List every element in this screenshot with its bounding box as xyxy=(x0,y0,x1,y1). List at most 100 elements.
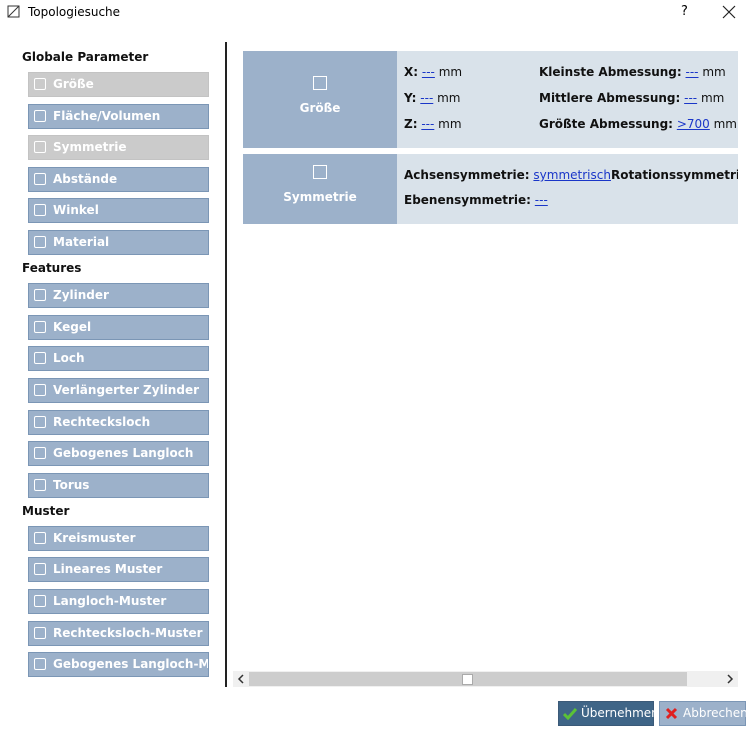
button-icon xyxy=(34,626,46,639)
field-value-link[interactable]: --- xyxy=(534,193,548,207)
sidebar-button[interactable]: Lineares Muster xyxy=(28,557,209,583)
button-icon xyxy=(34,447,46,460)
field: X: --- mm xyxy=(404,65,462,79)
field-label: Achsensymmetrie: xyxy=(404,168,530,182)
field-value-link[interactable]: --- xyxy=(421,65,435,79)
sidebar-button[interactable]: Langloch-Muster xyxy=(28,589,209,614)
sidebar-button[interactable]: Rechtecksloch-Muster xyxy=(28,620,209,646)
apply-label: Übernehmen xyxy=(581,706,659,720)
field-label: Rotationssymmetrie: xyxy=(611,168,738,182)
window-title: Topologiesuche xyxy=(28,5,121,19)
sidebar-button[interactable]: Torus xyxy=(28,472,209,498)
sidebar-button[interactable]: Verlängerter Zylinder xyxy=(28,377,209,403)
sidebar-button[interactable]: Kreismuster xyxy=(28,525,209,551)
button-label: Fläche/Volumen xyxy=(53,108,161,123)
scroll-left[interactable] xyxy=(236,674,246,684)
field-label: Kleinste Abmessung: xyxy=(539,65,682,79)
button-icon xyxy=(34,204,46,217)
sidebar-button[interactable]: Material xyxy=(28,230,209,255)
card-title: Symmetrie xyxy=(283,190,357,204)
sidebar-button[interactable]: Rechtecksloch xyxy=(28,409,209,435)
field-value-link[interactable]: symmetrisch xyxy=(533,168,611,182)
button-icon xyxy=(34,236,46,248)
field: Achsensymmetrie: symmetrisch xyxy=(404,168,611,182)
field: Größte Abmessung: >700 mm xyxy=(539,117,737,131)
button-icon xyxy=(34,141,46,154)
field-label: Größte Abmessung: xyxy=(539,117,673,131)
button-icon xyxy=(34,109,46,122)
button-icon xyxy=(34,563,46,576)
field: Mittlere Abmessung: --- mm xyxy=(539,91,724,105)
section-heading: Globale Parameter xyxy=(22,50,149,64)
sidebar-button: Größe xyxy=(28,72,209,97)
sidebar-button[interactable]: Loch xyxy=(28,346,209,372)
card-title: Größe xyxy=(299,100,341,115)
field-label: Y: xyxy=(404,91,417,105)
sidebar-button[interactable]: Abstände xyxy=(28,166,209,192)
apply-button[interactable]: Übernehmen xyxy=(558,701,659,726)
help-button[interactable]: ? xyxy=(681,4,688,19)
button-label: Kreismuster xyxy=(53,530,136,545)
button-icon xyxy=(34,78,46,90)
field-label: Ebenensymmetrie: xyxy=(404,193,531,207)
field-value-link[interactable]: --- xyxy=(420,91,434,105)
button-icon xyxy=(34,415,46,428)
button-label: Verlängerter Zylinder xyxy=(53,382,199,397)
h-scrollbar[interactable] xyxy=(233,671,738,687)
field-unit: mm xyxy=(702,65,726,79)
button-icon xyxy=(34,531,46,544)
search-card: Größe X: --- mm Y: --- mm Z: --- mm Kleinste… xyxy=(243,51,738,148)
app-icon xyxy=(7,5,20,18)
button-label: Kegel xyxy=(53,319,92,334)
field: Ebenensymmetrie: --- xyxy=(404,193,548,207)
button-icon xyxy=(34,478,46,491)
field-label: X: xyxy=(404,65,419,79)
field: Rotationssymmetrie: --- xyxy=(611,168,738,182)
sidebar-button[interactable]: Gebogenes Langloch-Muster xyxy=(28,652,209,678)
search-card: Symmetrie Achsensymmetrie: symmetrisch Ebe… xyxy=(243,154,738,224)
button-label: Rechtecksloch-Muster xyxy=(53,625,203,640)
button-label: Loch xyxy=(53,351,85,366)
field: Z: --- mm xyxy=(404,117,462,131)
field-unit: mm xyxy=(437,91,461,105)
button-label: Langloch-Muster xyxy=(53,594,167,608)
button-icon xyxy=(34,383,46,396)
section-heading: Muster xyxy=(22,503,70,518)
button-label: Lineares Muster xyxy=(53,562,163,577)
card-icon xyxy=(313,75,327,90)
field: Kleinste Abmessung: --- mm xyxy=(539,65,726,79)
sidebar-button[interactable]: Fläche/Volumen xyxy=(28,103,209,129)
button-label: Torus xyxy=(53,477,90,492)
field-label: Z: xyxy=(404,117,418,131)
field-unit: mm xyxy=(700,91,725,105)
separator xyxy=(225,42,227,687)
sidebar-button[interactable]: Kegel xyxy=(28,314,209,340)
card-header: Symmetrie xyxy=(243,154,397,224)
field-unit: mm xyxy=(713,117,737,131)
close-button[interactable] xyxy=(722,5,736,19)
button-label: Material xyxy=(53,235,110,249)
cancel-button[interactable]: Abbrechen xyxy=(659,701,748,726)
button-label: Symmetrie xyxy=(53,140,127,155)
field-value-link[interactable]: --- xyxy=(685,65,699,79)
button-icon xyxy=(34,172,46,185)
sidebar-button[interactable]: Gebogenes Langloch xyxy=(28,441,209,467)
button-label: Gebogenes Langloch-Muster xyxy=(53,657,208,672)
field-unit: mm xyxy=(438,65,463,79)
button-label: Zylinder xyxy=(53,288,109,303)
scroll-grip xyxy=(462,674,473,685)
field: Y: --- mm xyxy=(404,91,461,105)
button-label: Gebogenes Langloch xyxy=(53,446,194,461)
field-value-link[interactable]: --- xyxy=(684,91,698,105)
sidebar-button[interactable]: Winkel xyxy=(28,198,209,224)
field-value-link[interactable]: --- xyxy=(421,117,435,131)
button-icon xyxy=(34,352,46,365)
field-value-link[interactable]: >700 xyxy=(676,117,710,131)
sidebar-button[interactable]: Zylinder xyxy=(28,283,209,309)
button-icon xyxy=(34,658,46,671)
button-label: Winkel xyxy=(53,203,99,218)
scroll-right[interactable] xyxy=(725,674,735,684)
cancel-label: Abbrechen xyxy=(683,706,748,720)
card-icon xyxy=(313,165,327,179)
